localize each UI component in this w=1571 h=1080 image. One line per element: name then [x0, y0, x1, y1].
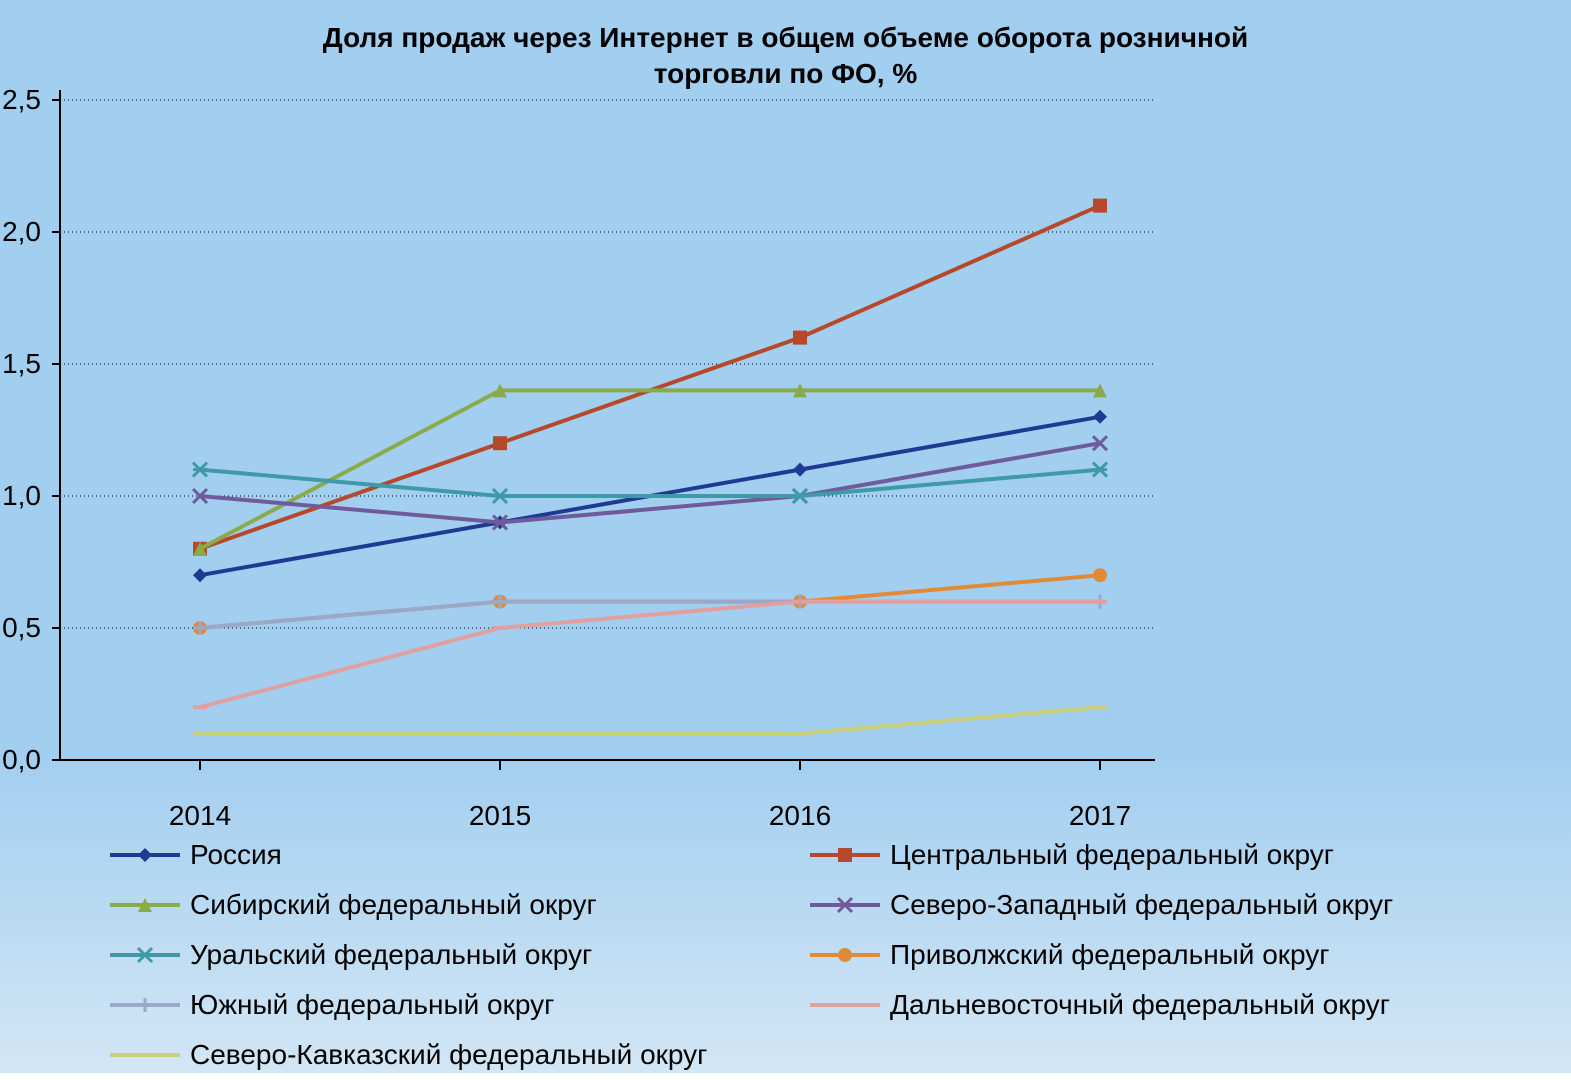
series-marker [193, 463, 207, 477]
legend-item: Центральный федеральный округ [810, 830, 1510, 880]
legend-swatch [810, 1003, 880, 1007]
y-tick-label: 1,5 [2, 348, 41, 380]
series-marker [793, 331, 807, 345]
legend-swatch [110, 953, 180, 957]
legend-item: Уральский федеральный округ [110, 930, 810, 980]
series-marker [493, 436, 507, 450]
x-tick-label: 2017 [1069, 800, 1131, 832]
legend-label: Южный федеральный округ [190, 989, 554, 1021]
legend-marker-icon [135, 995, 155, 1015]
series-marker [793, 463, 807, 477]
legend-item: Россия [110, 830, 810, 880]
legend-marker-icon [135, 845, 155, 865]
legend-label: Северо-Западный федеральный округ [890, 889, 1393, 921]
y-tick-label: 2,5 [2, 84, 41, 116]
legend-swatch [810, 853, 880, 857]
legend-marker-icon [135, 1045, 155, 1065]
y-tick-label: 1,0 [2, 480, 41, 512]
legend-item: Дальневосточный федеральный округ [810, 980, 1510, 1030]
legend-label: Центральный федеральный округ [890, 839, 1334, 871]
y-tick-label: 0,0 [2, 744, 41, 776]
series-marker [493, 489, 507, 503]
x-tick-label: 2015 [469, 800, 531, 832]
legend-item: Южный федеральный округ [110, 980, 810, 1030]
series-marker [1093, 199, 1107, 213]
legend-swatch [110, 1003, 180, 1007]
legend-item: Северо-Западный федеральный округ [810, 880, 1510, 930]
legend-marker-icon [835, 895, 855, 915]
series-marker [1093, 568, 1107, 582]
legend: Россия Центральный федеральный округ Сибир… [110, 830, 1510, 1080]
series-line [200, 470, 1100, 496]
y-tick-label: 0,5 [2, 612, 41, 644]
legend-swatch [110, 853, 180, 857]
x-tick-label: 2016 [769, 800, 831, 832]
legend-swatch [110, 903, 180, 907]
legend-marker-icon [835, 845, 855, 865]
legend-label: Сибирский федеральный округ [190, 889, 597, 921]
legend-label: Северо-Кавказский федеральный округ [190, 1039, 707, 1071]
legend-label: Дальневосточный федеральный округ [890, 989, 1390, 1021]
legend-marker-icon [135, 945, 155, 965]
series-marker [1093, 463, 1107, 477]
legend-marker-icon [835, 945, 855, 965]
chart-container: Доля продаж через Интернет в общем объем… [0, 0, 1571, 1073]
series-marker [193, 568, 207, 582]
legend-item: Сибирский федеральный округ [110, 880, 810, 930]
series-line [200, 390, 1100, 548]
legend-label: Уральский федеральный округ [190, 939, 592, 971]
series-marker [1093, 410, 1107, 424]
legend-marker-icon [835, 995, 855, 1015]
legend-marker-icon [135, 895, 155, 915]
y-tick-label: 2,0 [2, 216, 41, 248]
legend-item: Приволжский федеральный округ [810, 930, 1510, 980]
legend-label: Приволжский федеральный округ [890, 939, 1330, 971]
legend-label: Россия [190, 839, 282, 871]
x-tick-label: 2014 [169, 800, 231, 832]
series-line [200, 707, 1100, 733]
series-marker [793, 489, 807, 503]
legend-swatch [110, 1053, 180, 1057]
legend-swatch [810, 903, 880, 907]
legend-swatch [810, 953, 880, 957]
